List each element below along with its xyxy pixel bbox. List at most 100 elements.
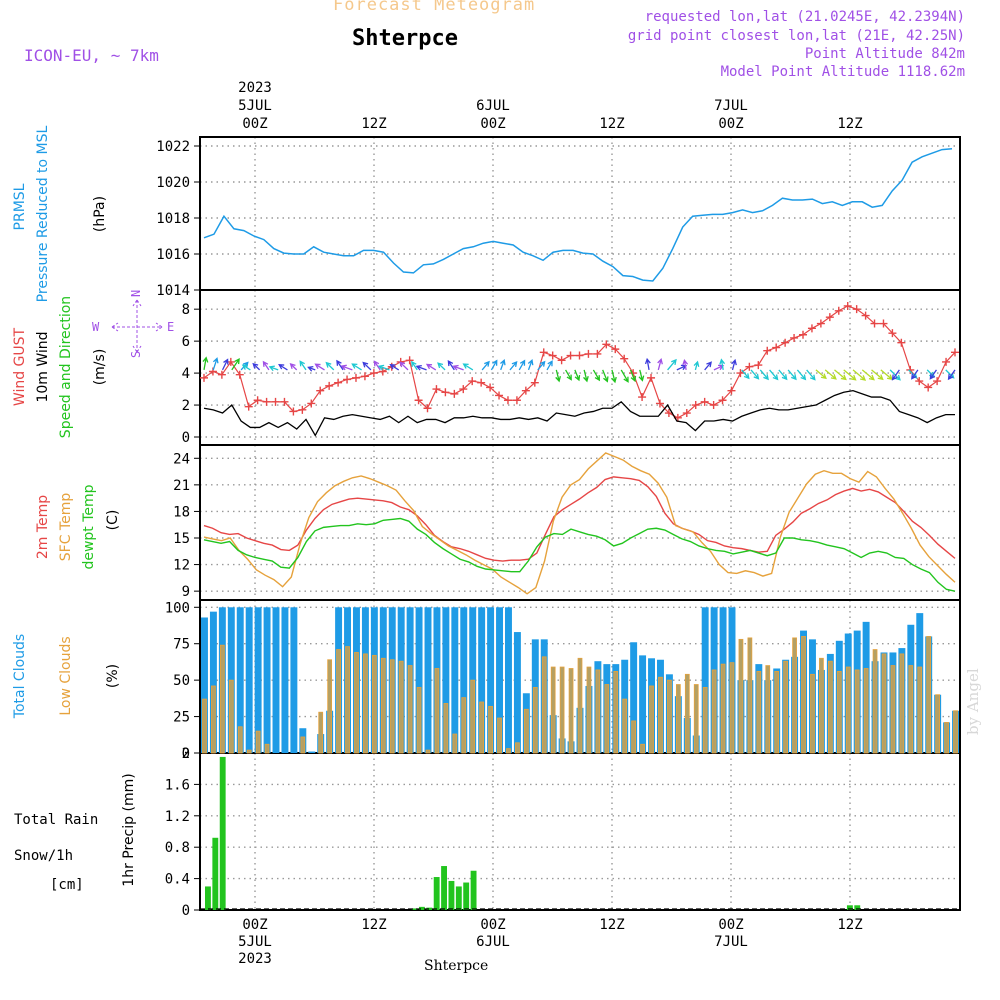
wind-direction-arrow	[481, 360, 490, 371]
gust-marker	[763, 346, 772, 355]
time-label: 2023	[238, 80, 272, 96]
bar-low-cloud	[255, 730, 261, 754]
y-tick-label: 1014	[156, 283, 190, 299]
y-tick-label: 50	[173, 673, 190, 689]
series-wind-gust	[203, 305, 956, 419]
bar-low-cloud	[658, 676, 663, 754]
bar-low-cloud	[675, 684, 681, 754]
bar-total-cloud	[513, 632, 521, 753]
gust-marker	[441, 388, 450, 397]
axis-label: 1hr Precip (mm)	[121, 773, 137, 886]
series-dewpt-temp	[203, 517, 956, 592]
gust-marker	[933, 377, 942, 386]
time-label: 00Z	[480, 116, 505, 132]
gust-marker	[575, 351, 584, 360]
gust-marker	[915, 377, 924, 386]
gust-marker	[253, 396, 262, 405]
gust-marker	[754, 361, 763, 370]
gust-marker	[351, 373, 360, 382]
wind-direction-arrow	[509, 360, 518, 371]
panel-pressure: 1014 1016 1018 1020 1022	[156, 136, 961, 299]
y-tick-label: 0	[182, 903, 190, 919]
wind-direction-arrow	[871, 369, 884, 381]
gust-marker	[316, 386, 325, 395]
bar-low-cloud	[443, 703, 449, 754]
bar-total-cloud	[254, 607, 262, 753]
wind-direction-arrow	[693, 360, 700, 371]
axis-label: dewpt Temp	[81, 484, 97, 569]
gust-marker	[262, 397, 271, 406]
panel-frame	[199, 136, 961, 291]
compass-n: N	[129, 290, 143, 297]
bar-total-cloud	[209, 611, 217, 753]
wind-direction-arrow	[565, 369, 572, 381]
bar-low-cloud	[765, 665, 771, 754]
gust-marker	[405, 356, 414, 365]
bar-low-cloud	[702, 687, 708, 754]
bar-low-cloud	[327, 659, 333, 754]
bar-low-cloud	[461, 697, 467, 754]
gust-marker	[736, 369, 745, 378]
time-label: 00Z	[242, 917, 267, 933]
y-tick-label: 25	[173, 710, 190, 726]
wind-direction-arrow	[889, 369, 901, 381]
bar-low-cloud	[926, 636, 932, 754]
bar-low-cloud	[211, 685, 216, 754]
bar-rain	[418, 906, 425, 910]
bar-total-cloud	[496, 607, 503, 753]
bar-low-cloud	[416, 687, 422, 754]
bar-low-cloud	[470, 679, 476, 754]
gust-marker	[584, 349, 593, 358]
gust-marker	[799, 330, 808, 339]
panel-frame	[199, 444, 961, 601]
gust-marker	[700, 397, 709, 406]
wind-direction-arrow	[252, 362, 261, 371]
wind-direction-arrow	[824, 369, 837, 380]
bar-low-cloud	[819, 657, 824, 754]
wind-direction-arrow	[373, 360, 381, 371]
y-tick-label: 15	[173, 531, 190, 547]
bar-total-cloud	[236, 607, 244, 753]
bar-low-cloud	[881, 653, 887, 754]
bar-total-cloud	[701, 607, 709, 753]
wind-direction-arrow	[620, 369, 629, 383]
wind-direction-arrow	[911, 369, 919, 380]
series-2m-temp	[203, 476, 956, 562]
wind-direction-arrow	[415, 364, 427, 371]
gust-marker	[486, 383, 495, 392]
time-label: 6JUL	[476, 98, 510, 114]
gust-marker	[924, 383, 933, 392]
bar-low-cloud	[246, 749, 252, 754]
axis-label: (m/s)	[92, 349, 108, 386]
wind-direction-arrow	[340, 364, 353, 371]
bar-low-cloud	[810, 673, 815, 754]
chart-title: Shterpce	[352, 26, 458, 51]
bar-low-cloud	[908, 665, 914, 754]
wind-direction-arrow	[574, 369, 581, 382]
wind-direction-arrow	[731, 358, 737, 371]
gust-marker	[682, 409, 691, 418]
gust-marker	[942, 357, 951, 366]
bar-low-cloud	[631, 720, 637, 754]
series-sfc-temp	[203, 452, 956, 595]
bar-low-cloud	[380, 657, 386, 754]
bar-low-cloud	[917, 666, 923, 754]
wind-direction-arrow	[212, 357, 219, 371]
axis-label: (C)	[105, 510, 121, 531]
gust-marker	[888, 329, 897, 338]
bar-low-cloud	[452, 733, 458, 754]
bar-low-cloud	[219, 644, 225, 754]
bar-low-cloud	[747, 637, 753, 754]
time-label: 7JUL	[714, 934, 748, 950]
bar-low-cloud	[827, 660, 833, 754]
gust-marker	[244, 402, 253, 411]
wind-direction-arrow	[750, 369, 760, 380]
bar-rain	[463, 882, 470, 910]
wind-direction-arrow	[362, 361, 372, 371]
wind-direction-arrow	[638, 369, 645, 382]
time-label: 2023	[238, 951, 272, 967]
wind-direction-arrow	[351, 363, 362, 371]
gust-marker	[879, 319, 888, 328]
bar-low-cloud	[371, 654, 377, 754]
